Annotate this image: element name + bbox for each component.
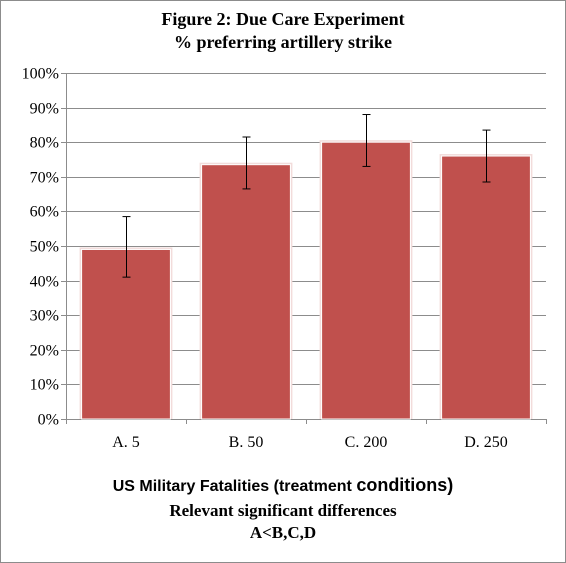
bars — [79, 140, 533, 420]
x-tick-label-3: D. 250 — [464, 434, 508, 451]
y-tick-label-1: 10% — [30, 377, 59, 394]
y-axis-ticks: 0% 10% 20% 30% 40% 50% 60% 70% 80% 90% 100% — [22, 66, 59, 429]
error-bars — [122, 114, 491, 278]
bar-2 — [321, 141, 411, 420]
chart-subtitle: % preferring artillery strike — [173, 32, 393, 52]
chart-title: Figure 2: Due Care Experiment — [161, 9, 405, 29]
y-tick-label-5: 50% — [30, 239, 59, 256]
significance-result: A<B,C,D — [249, 523, 317, 542]
x-axis-label: US Military Fatalities (treatment condit… — [0, 475, 566, 496]
x-tick-label-0: A. 5 — [112, 434, 140, 451]
x-axis-label-part2: conditions) — [356, 475, 454, 495]
significance-note: Relevant significant differences — [169, 501, 397, 520]
y-tick-label-7: 70% — [30, 170, 59, 187]
y-tick-label-3: 30% — [30, 308, 59, 325]
y-tick-label-10: 100% — [22, 66, 59, 83]
y-tick-label-4: 40% — [30, 274, 59, 291]
y-tick-label-9: 90% — [30, 101, 59, 118]
y-tick-label-6: 60% — [30, 204, 59, 221]
x-tick-label-1: B. 50 — [229, 434, 264, 451]
bar-3 — [441, 155, 531, 420]
x-axis-label-part1: US Military Fatalities (treatment — [112, 478, 357, 495]
bar-0 — [81, 248, 171, 420]
y-tick-label-8: 80% — [30, 135, 59, 152]
x-axis-ticks: A. 5 B. 50 C. 200 D. 250 — [112, 434, 508, 451]
bar-1 — [201, 164, 291, 420]
y-tick-label-2: 20% — [30, 343, 59, 360]
y-tick-label-0: 0% — [38, 412, 59, 429]
x-tick-label-2: C. 200 — [345, 434, 388, 451]
